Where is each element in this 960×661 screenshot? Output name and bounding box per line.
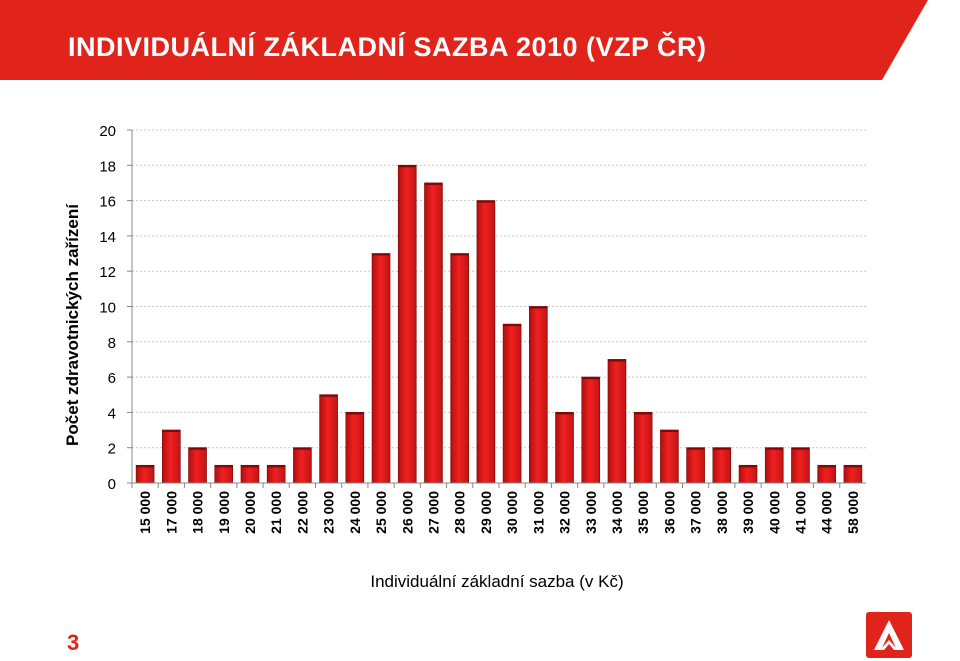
bar-34000 [607, 359, 627, 484]
x-tick-label: 33 000 [583, 491, 599, 534]
x-tick-label: 36 000 [661, 491, 677, 534]
y-tick-labels: 0 2 4 6 8 10 12 14 16 18 20 [99, 123, 116, 493]
bar-41000 [791, 447, 810, 484]
y-tick-label: 20 [99, 123, 116, 140]
bar-19000 [214, 464, 234, 484]
bar-20000 [240, 464, 260, 484]
bar-44000 [817, 464, 836, 484]
bar-28000 [450, 253, 469, 484]
y-tick-label: 4 [108, 405, 116, 422]
x-tick-label: 25 000 [373, 491, 389, 534]
bar-33000 [581, 376, 601, 484]
bar-18000 [188, 447, 207, 484]
x-tick-label: 29 000 [478, 491, 494, 534]
bar-35000 [633, 411, 653, 484]
header-banner: INDIVIDUÁLNÍ ZÁKLADNÍ SAZBA 2010 (VZP ČR… [0, 0, 960, 80]
x-tick-label: 24 000 [347, 491, 363, 534]
bar-24000 [345, 411, 365, 484]
bars [135, 164, 863, 484]
x-tick-label: 17 000 [163, 491, 179, 534]
x-tick-label: 23 000 [321, 491, 337, 534]
x-tick-label: 41 000 [792, 491, 808, 534]
x-tick-label: 27 000 [425, 491, 441, 534]
bar-21000 [266, 464, 286, 484]
x-tick-label: 39 000 [740, 491, 756, 534]
y-tick-label: 18 [99, 158, 116, 175]
y-tick-label: 0 [108, 476, 116, 493]
y-tick-label: 2 [108, 441, 116, 458]
gridlines [132, 129, 866, 449]
y-tick-label: 10 [99, 300, 116, 317]
bar-40000 [764, 447, 784, 484]
bar-39000 [738, 464, 758, 484]
bar-38000 [712, 447, 732, 484]
y-tick-label: 12 [99, 264, 116, 281]
x-tick-label: 58 000 [845, 491, 861, 534]
x-tick-label: 15 000 [137, 491, 153, 534]
bar-36000 [660, 429, 679, 484]
bar-32000 [555, 411, 574, 484]
y-tick-label: 8 [108, 335, 116, 352]
x-tick-label: 37 000 [688, 491, 704, 534]
y-tick-label: 16 [99, 194, 116, 211]
x-tick-label: 40 000 [766, 491, 782, 534]
bar-29000 [476, 200, 496, 484]
x-tick-label: 38 000 [714, 491, 730, 534]
x-tick-label: 44 000 [819, 491, 835, 534]
x-tick-label: 21 000 [268, 491, 284, 534]
company-logo [866, 612, 912, 658]
bar-30000 [502, 323, 522, 484]
x-tick-label: 32 000 [557, 491, 573, 534]
x-tick-label: 19 000 [216, 491, 232, 534]
x-tick-labels: 15 000 17 000 18 000 19 000 20 000 21 000 22 0… [137, 491, 861, 534]
bar-27000 [424, 182, 443, 484]
bar-23000 [319, 394, 338, 484]
bar-25000 [371, 253, 391, 484]
y-tick-label: 14 [99, 229, 116, 246]
page-number: 3 [67, 630, 80, 655]
x-tick-label: 18 000 [190, 491, 206, 534]
x-axis-label: Individuální základní sazba (v Kč) [370, 572, 623, 591]
bar-26000 [397, 164, 417, 484]
bar-22000 [293, 447, 312, 484]
banner-shape [0, 0, 928, 80]
page-title: INDIVIDUÁLNÍ ZÁKLADNÍ SAZBA 2010 (VZP ČR… [68, 32, 707, 62]
bar-15000 [135, 464, 155, 484]
y-axis-label: Počet zdravotnických zařízení [63, 203, 82, 446]
bar-17000 [162, 429, 181, 484]
y-tick-label: 6 [108, 370, 116, 387]
bar-31000 [529, 306, 548, 484]
x-tick-label: 20 000 [242, 491, 258, 534]
x-tick-label: 35 000 [635, 491, 651, 534]
x-tick-label: 30 000 [504, 491, 520, 534]
x-tick-label: 28 000 [452, 491, 468, 534]
x-tick-label: 34 000 [609, 491, 625, 534]
axes [127, 129, 866, 488]
x-tick-label: 22 000 [294, 491, 310, 534]
bar-58000 [843, 464, 863, 484]
x-tick-label: 26 000 [399, 491, 415, 534]
bar-37000 [686, 447, 705, 484]
x-tick-label: 31 000 [530, 491, 546, 534]
